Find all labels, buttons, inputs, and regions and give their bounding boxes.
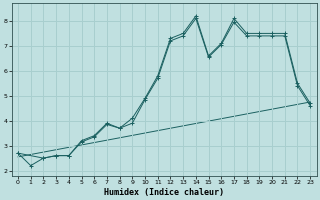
X-axis label: Humidex (Indice chaleur): Humidex (Indice chaleur) — [104, 188, 224, 197]
